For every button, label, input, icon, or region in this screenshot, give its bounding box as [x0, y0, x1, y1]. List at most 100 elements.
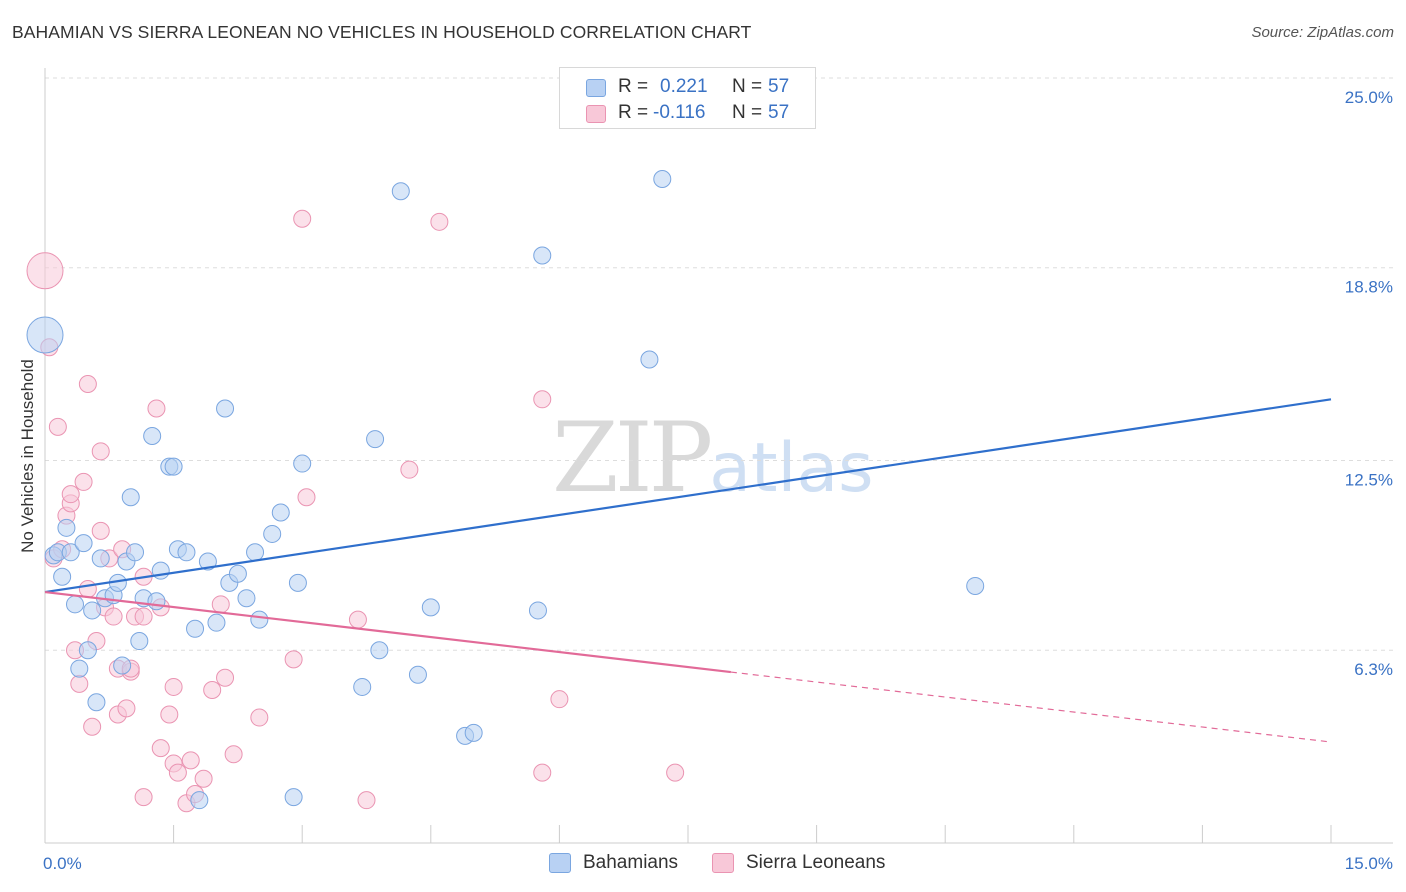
sierra-leonean-point: [168, 763, 187, 782]
bahamian-point: [246, 543, 265, 562]
sierra-leonean-point: [151, 739, 170, 758]
trend-lines: [44, 398, 1332, 743]
bahamian-point: [87, 693, 106, 712]
sierra-leonean-point: [78, 580, 97, 599]
bahamian-point: [391, 182, 410, 201]
bahamian-point: [91, 549, 110, 568]
sierra-leonean-point: [78, 375, 97, 393]
legend-label-sierra-leoneans: Sierra Leoneans: [746, 852, 886, 873]
source-label: Source: ZipAtlas.com: [1251, 24, 1394, 41]
legend-swatch-bahamians: [549, 853, 571, 873]
sierra-leonean-point: [430, 212, 449, 231]
bahamian-point: [408, 665, 427, 684]
bahamian-point: [370, 641, 389, 660]
bahamian-point: [147, 592, 166, 611]
sierra-leonean-point: [61, 485, 80, 504]
bahamian-point: [61, 543, 80, 562]
bahamian-point: [353, 677, 372, 696]
bahamian-point: [66, 595, 85, 614]
bahamian-point: [190, 791, 209, 810]
legend-swatch-pink: [586, 105, 606, 123]
bahamian-point: [284, 788, 303, 807]
bahamian-point: [78, 641, 97, 660]
sierra-leonean-point: [550, 690, 569, 709]
x-tick-label: 15.0%: [1345, 854, 1393, 873]
sierra-leonean-point: [297, 488, 316, 507]
bahamian-point: [216, 399, 235, 418]
bahamian-point: [263, 524, 282, 543]
sierra-leonean-point: [348, 610, 367, 629]
y-tick-label: 25.0%: [1345, 88, 1393, 107]
legend-r-label: R =: [618, 102, 649, 123]
y-tick-label: 12.5%: [1345, 471, 1393, 490]
legend-r-value: -0.116: [653, 102, 706, 123]
bahamian-point: [74, 534, 93, 553]
sierra-leonean-point: [666, 763, 685, 782]
sierra-leonean-point: [48, 417, 67, 436]
axes: [44, 68, 1393, 844]
bahamian-point: [228, 564, 247, 583]
sierra-leonean-point: [117, 699, 136, 718]
legend-n-label: N =: [732, 102, 763, 123]
bahamian-point: [528, 601, 547, 620]
sierra-leonean-point: [160, 705, 179, 724]
sierra-leonean-point: [203, 681, 222, 699]
bahamian-point: [250, 610, 269, 629]
sierra-leonean-point: [293, 209, 312, 228]
legend-n-value: 57: [768, 102, 790, 123]
legend-swatch-sierra-leoneans: [712, 853, 734, 873]
sierra-leonean-point: [216, 668, 235, 687]
bahamian-point: [143, 427, 162, 446]
y-tick-label: 18.8%: [1345, 278, 1393, 297]
bahamian-point: [464, 723, 483, 742]
sierra-leonean-point: [164, 677, 183, 696]
bahamian-point: [237, 589, 256, 608]
chart-title: BAHAMIAN VS SIERRA LEONEAN NO VEHICLES I…: [12, 22, 752, 42]
bahamian-point: [186, 619, 205, 638]
sierra-leonean-point: [91, 521, 110, 540]
sierra-leonean-point: [74, 472, 93, 491]
sierra-leonean-point: [533, 763, 552, 782]
bahamian-point: [121, 488, 140, 507]
sierra-leonean-point: [147, 399, 166, 418]
sierra-leonean-point: [134, 788, 153, 807]
bahamian-point: [288, 573, 307, 592]
sierra-leonean-point: [357, 791, 376, 810]
bahamian-point: [70, 659, 89, 678]
bahamian-point: [966, 576, 985, 595]
bahamian-point: [271, 503, 290, 522]
bahamian-point: [640, 350, 659, 369]
bahamian-point: [113, 656, 132, 675]
tick-labels: 6.3% 12.5% 18.8% 25.0% 0.0% 15.0%: [43, 88, 1393, 873]
legend-swatch-blue: [586, 79, 606, 97]
sierra-leonean-point: [250, 708, 269, 727]
trend-line-sierra-leoneans-extrapolated: [730, 671, 1332, 743]
bahamian-point: [53, 567, 72, 586]
bahamian-point: [653, 169, 672, 188]
correlation-legend: R = 0.221 N = 57 R = -0.116 N = 57: [559, 67, 816, 129]
bahamian-point: [164, 457, 183, 476]
sierra-leonean-point: [26, 252, 64, 290]
sierra-leonean-point: [224, 745, 243, 764]
bahamian-point: [366, 430, 385, 449]
sierra-leonean-point: [134, 607, 153, 626]
bahamian-point: [57, 518, 76, 537]
bahamian-point: [83, 601, 102, 620]
legend-label-bahamians: Bahamians: [583, 852, 679, 873]
grid-lines: [45, 77, 1393, 651]
sierra-leonean-point: [181, 751, 200, 770]
legend-r-label: R =: [618, 76, 649, 97]
sierra-leonean-point: [83, 717, 102, 736]
y-tick-label: 6.3%: [1354, 660, 1393, 679]
series-bahamians: [26, 169, 985, 810]
sierra-leonean-point: [194, 769, 213, 788]
sierra-leonean-point: [400, 460, 419, 479]
watermark-atlas: atlas: [709, 429, 874, 508]
legend-n-value: 57: [768, 76, 790, 97]
trend-line-sierra-leoneans: [44, 590, 731, 674]
legend-r-value: 0.221: [660, 76, 708, 97]
x-tick-label: 0.0%: [43, 854, 82, 873]
legend-n-label: N =: [732, 76, 763, 97]
bahamian-point: [421, 598, 440, 617]
